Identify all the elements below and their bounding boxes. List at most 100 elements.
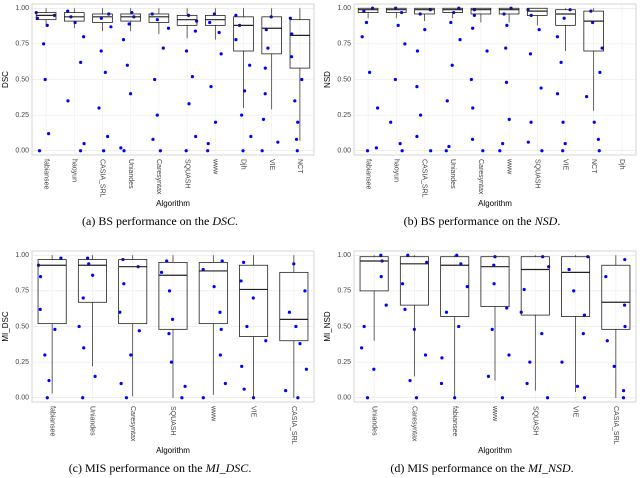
data-point [294,324,298,329]
data-point [398,142,402,146]
x-tick-label: SQUASH [169,406,176,436]
data-point [539,86,543,90]
data-point [260,149,264,153]
y-tick-label: 1.00 [15,252,29,259]
data-point [78,149,83,153]
data-point [526,140,530,144]
data-point [288,16,292,20]
data-point [555,92,560,96]
data-point [423,353,428,357]
data-point [581,332,585,336]
data-point [161,46,165,50]
data-point [592,120,596,124]
data-point [241,260,246,264]
data-point [169,360,174,364]
data-point [457,324,461,329]
data-point [585,94,589,99]
box [279,271,309,342]
data-point [129,92,133,96]
box [527,7,548,16]
data-point [46,132,51,136]
data-point [295,149,299,153]
data-point [218,310,222,314]
x-tick-label: Uniandes [89,406,96,436]
data-point [303,289,307,293]
box [77,259,107,303]
data-point [364,20,369,25]
data-point [125,63,129,67]
data-point [119,146,123,150]
data-point [490,327,494,331]
data-point [555,35,559,39]
caption-part: (a) BS performance on the [82,214,212,228]
box [386,7,407,13]
data-point [529,120,533,124]
data-point [559,60,563,65]
x-tick-label: haoyun [70,159,77,182]
data-point [296,396,300,400]
x-tick-label: www [491,405,498,422]
x-tick-label: CASIA_SRL [290,406,297,445]
data-point [376,106,380,110]
data-point [213,120,218,124]
data-point [360,346,364,350]
x-tick-label: www [211,158,218,175]
data-point [507,353,511,357]
caption-part: . [235,214,238,228]
data-point [234,38,238,42]
data-point [367,70,372,74]
data-point [469,77,473,82]
caption-part: DSC [211,214,236,228]
x-tick-label: fabiansee [451,406,458,436]
box [37,259,67,325]
box [92,13,113,23]
y-tick-label: 0.25 [337,359,351,366]
data-point [122,149,126,153]
data-point [393,77,397,82]
data-point [447,144,451,149]
box [205,14,226,26]
data-point [379,253,383,257]
y-tick-label: 1.00 [337,252,351,259]
data-point [567,267,571,272]
y-tick-label: 0.00 [15,395,29,402]
data-point [201,396,205,400]
data-point [374,146,379,150]
data-point [251,296,255,300]
data-point [194,134,198,139]
x-tick-label: fabiansee [364,159,371,189]
y-tick-label: 0.50 [337,323,351,330]
data-point [470,137,475,141]
data-point [561,149,565,153]
data-point [500,396,505,400]
data-point [209,85,213,89]
data-point [166,26,171,30]
y-axis-title: MI_NSD [323,311,332,341]
data-point [206,142,210,146]
data-point [165,259,169,263]
data-point [106,134,110,139]
data-point [590,20,595,25]
x-tick-label: Uniandes [127,159,134,189]
data-point [159,270,164,274]
data-point [458,38,462,42]
data-point [455,253,459,257]
data-point [459,262,463,266]
data-point [240,113,244,117]
data-point [66,9,70,13]
y-tick-label: 0.75 [337,41,351,48]
data-point [423,28,427,32]
box [118,259,148,325]
data-point [415,134,419,139]
x-tick-label: Djh [240,159,247,170]
data-point [43,77,47,82]
data-point [82,346,86,350]
data-point [290,32,294,36]
data-point [440,356,444,360]
data-point [276,140,280,144]
data-point [528,360,532,364]
data-point [522,287,526,292]
data-point [289,55,294,59]
x-tick-label: VIE [250,406,257,418]
data-point [151,137,155,141]
